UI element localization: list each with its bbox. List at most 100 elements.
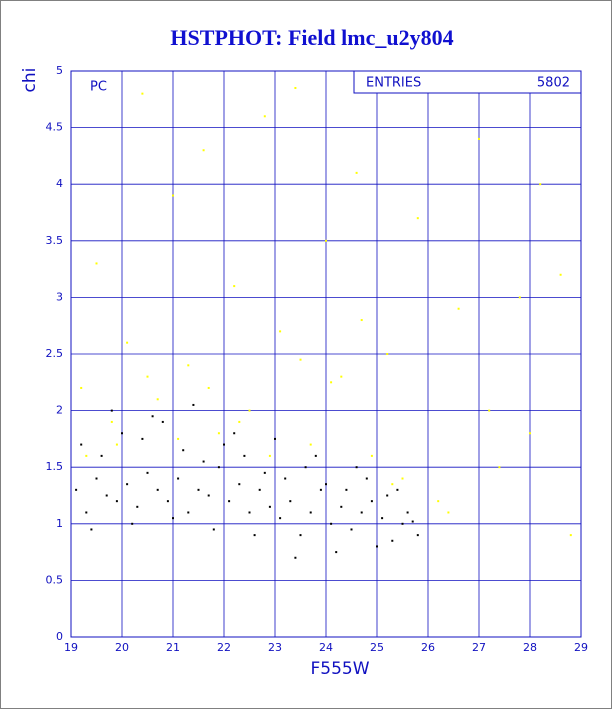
x-axis-label: F555W: [310, 659, 369, 679]
point: [187, 511, 190, 514]
point: [228, 500, 231, 503]
point: [335, 551, 338, 554]
point: [350, 528, 353, 531]
point: [177, 477, 180, 480]
x-tick-label: 22: [217, 641, 231, 654]
point: [284, 477, 287, 480]
point: [182, 449, 185, 452]
point: [325, 239, 327, 242]
point: [411, 520, 414, 523]
point: [151, 415, 154, 418]
point: [105, 494, 108, 497]
point: [80, 386, 83, 389]
x-tick-label: 24: [319, 641, 333, 654]
point: [325, 483, 327, 486]
point: [437, 500, 440, 503]
point: [126, 483, 129, 486]
point: [299, 534, 302, 537]
chart-title: HSTPHOT: Field lmc_u2y804: [170, 25, 453, 50]
y-tick-label: 5: [56, 64, 63, 77]
y-tick-label: 0.5: [46, 573, 64, 586]
point: [289, 500, 292, 503]
point: [416, 534, 419, 537]
point: [238, 420, 241, 423]
point: [95, 262, 98, 265]
point: [121, 432, 123, 435]
point: [115, 500, 118, 503]
point: [447, 511, 450, 514]
point: [233, 432, 236, 435]
point: [126, 341, 129, 344]
y-tick-label: 1.5: [46, 460, 64, 473]
plot-area: [70, 70, 582, 638]
point: [319, 488, 322, 491]
y-tick-label: 3.5: [46, 234, 64, 247]
point: [207, 494, 210, 497]
point: [401, 522, 404, 525]
point: [391, 483, 394, 486]
point: [197, 488, 200, 491]
point: [202, 149, 205, 152]
point: [263, 115, 266, 118]
point: [381, 517, 384, 520]
point: [478, 137, 480, 140]
point: [279, 330, 282, 333]
point: [268, 454, 271, 457]
point: [248, 409, 251, 412]
point: [166, 500, 169, 503]
point: [401, 477, 404, 480]
point: [90, 528, 93, 531]
point: [136, 505, 139, 508]
point: [95, 477, 98, 480]
point: [258, 488, 261, 491]
point: [202, 460, 205, 463]
x-tick-label: 23: [268, 641, 282, 654]
point: [75, 488, 78, 491]
point: [223, 443, 225, 446]
point: [314, 454, 317, 457]
point: [569, 534, 572, 537]
point: [100, 454, 103, 457]
y-tick-label: 2.5: [46, 347, 64, 360]
y-axis-label: chi: [20, 68, 40, 93]
point: [488, 409, 491, 412]
point: [85, 511, 88, 514]
point: [131, 522, 134, 525]
point: [177, 437, 180, 440]
point: [248, 511, 251, 514]
point: [330, 381, 333, 384]
point: [85, 454, 88, 457]
point: [253, 534, 256, 537]
point: [370, 454, 373, 457]
point: [529, 432, 531, 435]
point: [110, 409, 113, 412]
point: [360, 319, 363, 322]
x-tick-label: 28: [523, 641, 537, 654]
stats-box: [353, 70, 582, 94]
point: [156, 398, 159, 401]
point: [330, 522, 333, 525]
point: [243, 454, 246, 457]
x-tick-label: 21: [166, 641, 180, 654]
point: [498, 466, 501, 469]
point: [263, 471, 266, 474]
point: [110, 420, 113, 423]
point: [304, 466, 307, 469]
point: [406, 511, 409, 514]
y-tick-label: 3: [56, 290, 63, 303]
point: [340, 375, 343, 378]
x-tick-label: 19: [64, 641, 78, 654]
point: [146, 471, 149, 474]
point: [233, 285, 236, 288]
point: [279, 517, 282, 520]
point: [274, 437, 276, 440]
point: [518, 296, 521, 299]
stats-value: 5802: [537, 76, 570, 91]
point: [396, 488, 399, 491]
point: [457, 307, 460, 310]
point: [212, 528, 215, 531]
point: [192, 403, 195, 406]
point: [370, 500, 373, 503]
point: [187, 364, 190, 367]
